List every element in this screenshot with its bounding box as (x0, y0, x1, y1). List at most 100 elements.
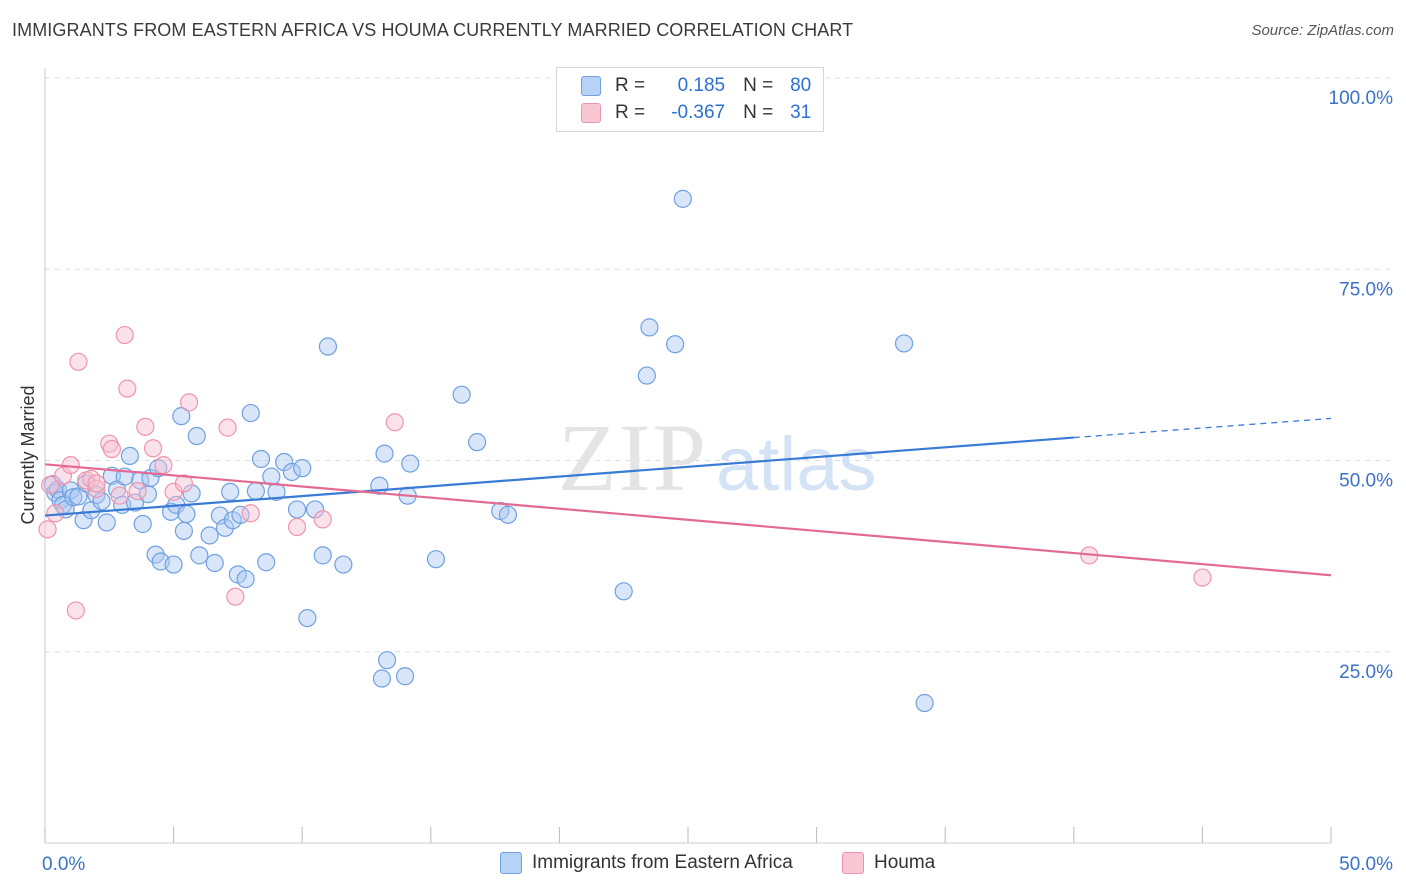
r-label: R = (615, 102, 646, 123)
point-houma (66, 601, 85, 620)
point-eastern-africa (298, 608, 317, 628)
point-eastern-africa (293, 459, 312, 478)
legend-item-houma: Houma (842, 852, 935, 874)
point-houma (41, 475, 60, 495)
point-houma (385, 413, 404, 432)
point-eastern-africa (177, 504, 196, 524)
point-eastern-africa (164, 555, 183, 574)
point-eastern-africa (452, 385, 471, 404)
point-eastern-africa (318, 337, 338, 356)
y-tick-label: 50.0% (1339, 471, 1393, 492)
trendline-eastern-africa-extension (1073, 417, 1332, 439)
pink-swatch-icon (842, 852, 864, 874)
point-houma (136, 417, 155, 436)
r-value-pink: -0.367 (671, 102, 726, 123)
watermark-zip: ZIP (558, 404, 708, 511)
axes (44, 68, 1332, 844)
point-eastern-africa (133, 514, 152, 534)
point-eastern-africa (120, 446, 139, 466)
point-eastern-africa (375, 444, 394, 463)
point-houma (87, 479, 106, 498)
point-houma (115, 325, 134, 345)
x-tick-label-max: 50.0% (1339, 854, 1393, 875)
grid-lines (45, 77, 1392, 653)
y-tick-label: 100.0% (1329, 88, 1394, 109)
point-eastern-africa (205, 553, 224, 573)
point-eastern-africa (64, 488, 83, 507)
point-eastern-africa (282, 462, 302, 482)
point-eastern-africa (246, 482, 266, 501)
point-eastern-africa (377, 651, 397, 670)
point-eastern-africa (467, 433, 487, 452)
n-value-blue: 80 (790, 75, 812, 96)
point-eastern-africa (257, 553, 276, 572)
trendline-houma (44, 463, 1332, 577)
watermark: ZIP atlas (558, 404, 877, 511)
point-eastern-africa (614, 582, 633, 601)
point-eastern-africa (200, 526, 219, 545)
pink-swatch-icon (581, 103, 601, 123)
blue-swatch-icon (581, 76, 601, 96)
tick-labels: 100.0% 75.0% 50.0% 25.0% 0.0% 50.0% (42, 88, 1393, 875)
legend-row-blue: R = 0.185 N = 80 (581, 73, 811, 99)
point-eastern-africa (637, 366, 656, 385)
point-eastern-africa (221, 482, 240, 501)
point-houma (313, 510, 332, 529)
point-eastern-africa (915, 693, 934, 713)
point-eastern-africa (287, 500, 307, 519)
y-tick-label: 25.0% (1339, 662, 1393, 683)
point-eastern-africa (241, 403, 260, 423)
point-eastern-africa (125, 493, 145, 512)
y-tick-label: 75.0% (1339, 279, 1393, 300)
point-eastern-africa (673, 189, 692, 208)
x-tick-label-min: 0.0% (42, 854, 85, 875)
series-legend: Immigrants from Eastern Africa Houma (0, 852, 1406, 878)
point-eastern-africa (401, 454, 420, 473)
n-value-pink: 31 (790, 102, 812, 123)
point-eastern-africa (305, 500, 325, 519)
n-label: N = (743, 75, 774, 96)
point-houma (110, 486, 129, 505)
blue-swatch-icon (500, 852, 522, 874)
trendline-eastern-africa (44, 436, 1074, 517)
point-houma (174, 474, 193, 493)
point-eastern-africa (215, 518, 235, 537)
correlation-legend: R = 0.185 N = 80 R = -0.367 N = 31 (556, 67, 824, 132)
legend-label-houma: Houma (874, 852, 936, 873)
point-eastern-africa (236, 569, 255, 589)
point-eastern-africa (172, 407, 191, 426)
chart-title: IMMIGRANTS FROM EASTERN AFRICA VS HOUMA … (12, 20, 854, 40)
r-value-blue: 0.185 (677, 75, 726, 96)
point-houma (179, 393, 199, 412)
legend-item-eastern-africa: Immigrants from Eastern Africa (500, 852, 793, 874)
trendlines (44, 417, 1332, 577)
point-houma (218, 418, 237, 437)
watermark-atlas: atlas (716, 422, 877, 507)
point-eastern-africa (395, 667, 415, 686)
point-eastern-africa (372, 669, 392, 688)
point-eastern-africa (334, 555, 353, 574)
point-eastern-africa (640, 318, 659, 337)
point-eastern-africa (275, 452, 294, 472)
point-eastern-africa (97, 513, 116, 532)
point-houma (226, 587, 245, 606)
point-eastern-africa (182, 484, 201, 503)
point-houma (38, 520, 57, 539)
point-houma (287, 517, 307, 537)
point-houma (118, 379, 137, 398)
point-eastern-africa (426, 550, 446, 569)
point-houma (69, 352, 88, 371)
point-houma (1193, 568, 1212, 587)
point-eastern-africa (313, 546, 332, 565)
data-points (38, 189, 1212, 713)
point-eastern-africa (666, 335, 685, 354)
n-label: N = (743, 102, 774, 123)
point-eastern-africa (894, 334, 914, 353)
legend-row-pink: R = -0.367 N = 31 (581, 100, 811, 126)
y-axis-label: Currently Married (18, 385, 38, 524)
r-label: R = (615, 75, 646, 96)
point-houma (154, 455, 173, 475)
point-houma (87, 474, 106, 493)
point-houma (143, 439, 163, 458)
